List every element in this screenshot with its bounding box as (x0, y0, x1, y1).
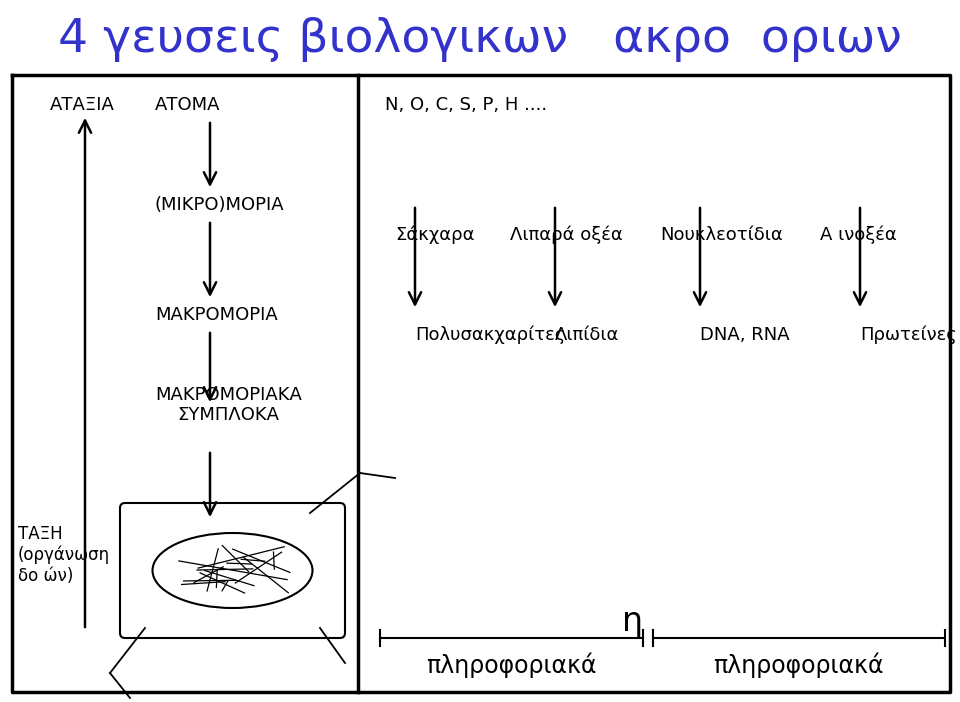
Text: Νουκλεοτίδια: Νουκλεοτίδια (660, 226, 782, 244)
Text: ΑΤΑΞΙΑ: ΑΤΑΞΙΑ (50, 96, 115, 114)
Text: η: η (622, 606, 643, 639)
Text: ΜΑΚΡΟΜΟΡΙΑ: ΜΑΚΡΟΜΟΡΙΑ (155, 306, 277, 324)
Text: (ΜΙΚΡΟ)ΜΟΡΙΑ: (ΜΙΚΡΟ)ΜΟΡΙΑ (155, 196, 284, 214)
Text: Λιπαρά οξέα: Λιπαρά οξέα (510, 226, 623, 244)
Text: πληροφοριακά: πληροφοριακά (713, 652, 884, 677)
Text: Πρωτείνες: Πρωτείνες (860, 326, 957, 344)
Text: Λιπίδια: Λιπίδια (555, 326, 619, 344)
Text: DNA, RNA: DNA, RNA (700, 326, 790, 344)
Text: ΤΑΞΗ
(οργάνωση
δο ών): ΤΑΞΗ (οργάνωση δο ών) (18, 525, 110, 585)
Text: Σάκχαρα: Σάκχαρα (395, 226, 474, 244)
Text: Α ινοξέα: Α ινοξέα (820, 226, 897, 244)
Text: πληροφοριακά: πληροφοριακά (426, 652, 596, 677)
Text: Πολυσακχαρίτες: Πολυσακχαρίτες (415, 326, 565, 344)
Text: 4 γευσεις βιολογικων   ακρο  οριων: 4 γευσεις βιολογικων ακρο οριων (58, 18, 902, 62)
Text: ΜΑΚΡΟΜΟΡΙΑΚΑ
ΣΥΜΠΛΟΚΑ: ΜΑΚΡΟΜΟΡΙΑΚΑ ΣΥΜΠΛΟΚΑ (155, 385, 301, 425)
Text: N, O, C, S, P, H ....: N, O, C, S, P, H .... (385, 96, 547, 114)
Text: ΑΤΟΜΑ: ΑΤΟΜΑ (155, 96, 221, 114)
